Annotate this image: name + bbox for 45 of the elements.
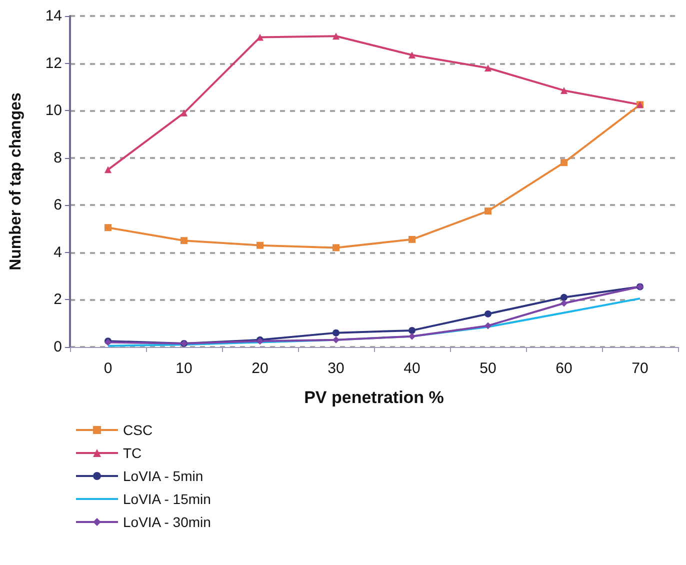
x-tick-label: 30	[328, 360, 344, 377]
x-tick-label: 10	[176, 360, 192, 377]
y-tick-label: 4	[54, 244, 62, 261]
point	[180, 109, 188, 116]
point	[332, 32, 340, 40]
point	[104, 224, 112, 232]
x-tick-label: 20	[252, 360, 268, 377]
point	[560, 86, 568, 94]
point	[484, 64, 492, 72]
x-tick-label: 0	[104, 360, 112, 377]
y-tick-label: 0	[54, 338, 62, 356]
y-axis-title: Number of tap changes	[8, 92, 24, 270]
y-tick-label: 8	[54, 149, 62, 166]
y-tick-label: 6	[54, 196, 62, 214]
point	[104, 166, 112, 174]
x-tick-label: 40	[404, 360, 420, 377]
x-tick-label: 60	[556, 360, 572, 377]
point	[408, 52, 416, 59]
point	[408, 332, 416, 340]
point	[560, 294, 568, 301]
x-tick-label: 70	[632, 360, 648, 377]
legend-label: LoVIA - 15min	[123, 491, 211, 507]
legend-label: CSC	[123, 422, 153, 438]
point	[332, 336, 340, 344]
point	[484, 208, 492, 215]
y-tick-label: 2	[54, 291, 62, 308]
point	[408, 236, 416, 243]
point	[484, 310, 492, 318]
x-tick-label: 50	[480, 360, 496, 377]
y-tick-label: 10	[45, 102, 62, 120]
point	[256, 34, 264, 41]
point	[332, 329, 340, 336]
point	[332, 244, 340, 252]
point	[408, 326, 416, 334]
legend-label: LoVIA - 5min	[123, 468, 204, 484]
y-tick-label: 14	[45, 8, 62, 24]
point	[256, 242, 264, 249]
legend-label: TC	[123, 445, 142, 461]
point	[180, 237, 188, 244]
x-axis-title: PV penetration %	[304, 388, 444, 407]
point	[560, 159, 568, 166]
point	[484, 322, 492, 330]
legend-label: LoVIA - 30min	[123, 514, 211, 530]
point	[560, 300, 568, 307]
y-tick-label: 12	[45, 54, 62, 72]
